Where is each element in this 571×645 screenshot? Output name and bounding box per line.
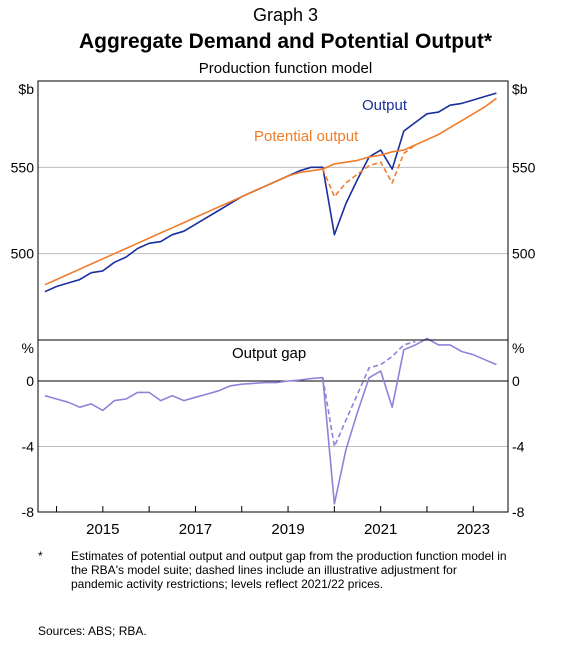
x-tick-label: 2021 [364, 521, 397, 538]
footnote-text: Estimates of potential output and output… [71, 549, 507, 591]
y-tick-label-left: -8 [22, 504, 35, 520]
x-tick-label: 2017 [179, 521, 212, 538]
series-line-bottom-1 [322, 340, 416, 448]
chart-title: Aggregate Demand and Potential Output* [78, 30, 493, 53]
sources-note: Sources: ABS; RBA. [38, 624, 147, 638]
x-tick-label: 2023 [457, 521, 490, 538]
series-line-bottom-0 [44, 337, 497, 505]
series-line-top-1 [44, 97, 497, 286]
series-label: Output [362, 97, 408, 114]
x-tick-label: 2019 [271, 521, 304, 538]
y-tick-label-left: 0 [26, 373, 34, 389]
y-tick-label-left: -4 [22, 438, 35, 454]
series-label: Potential output [254, 128, 359, 145]
y-unit-right: $b [512, 81, 528, 97]
y-tick-label-right: -4 [512, 438, 525, 454]
y-tick-label-right: 500 [512, 246, 536, 262]
graph-number: Graph 3 [252, 5, 319, 25]
y-unit-right: % [512, 340, 524, 356]
x-tick-label: 2015 [86, 521, 119, 538]
y-unit-left: % [22, 340, 34, 356]
y-tick-label-left: 550 [11, 159, 35, 175]
y-tick-label-left: 500 [11, 246, 35, 262]
y-tick-label-right: 550 [512, 159, 536, 175]
y-tick-label-right: 0 [512, 373, 520, 389]
y-tick-label-right: -8 [512, 504, 525, 520]
y-unit-left: $b [18, 81, 34, 97]
footnote-marker: * [38, 549, 43, 563]
plot-frame [37, 80, 509, 513]
panel-title: Output gap [232, 345, 306, 362]
series-line-top-2 [322, 144, 416, 198]
chart-subtitle: Production function model [198, 60, 373, 77]
series-line-top-0 [44, 92, 497, 293]
